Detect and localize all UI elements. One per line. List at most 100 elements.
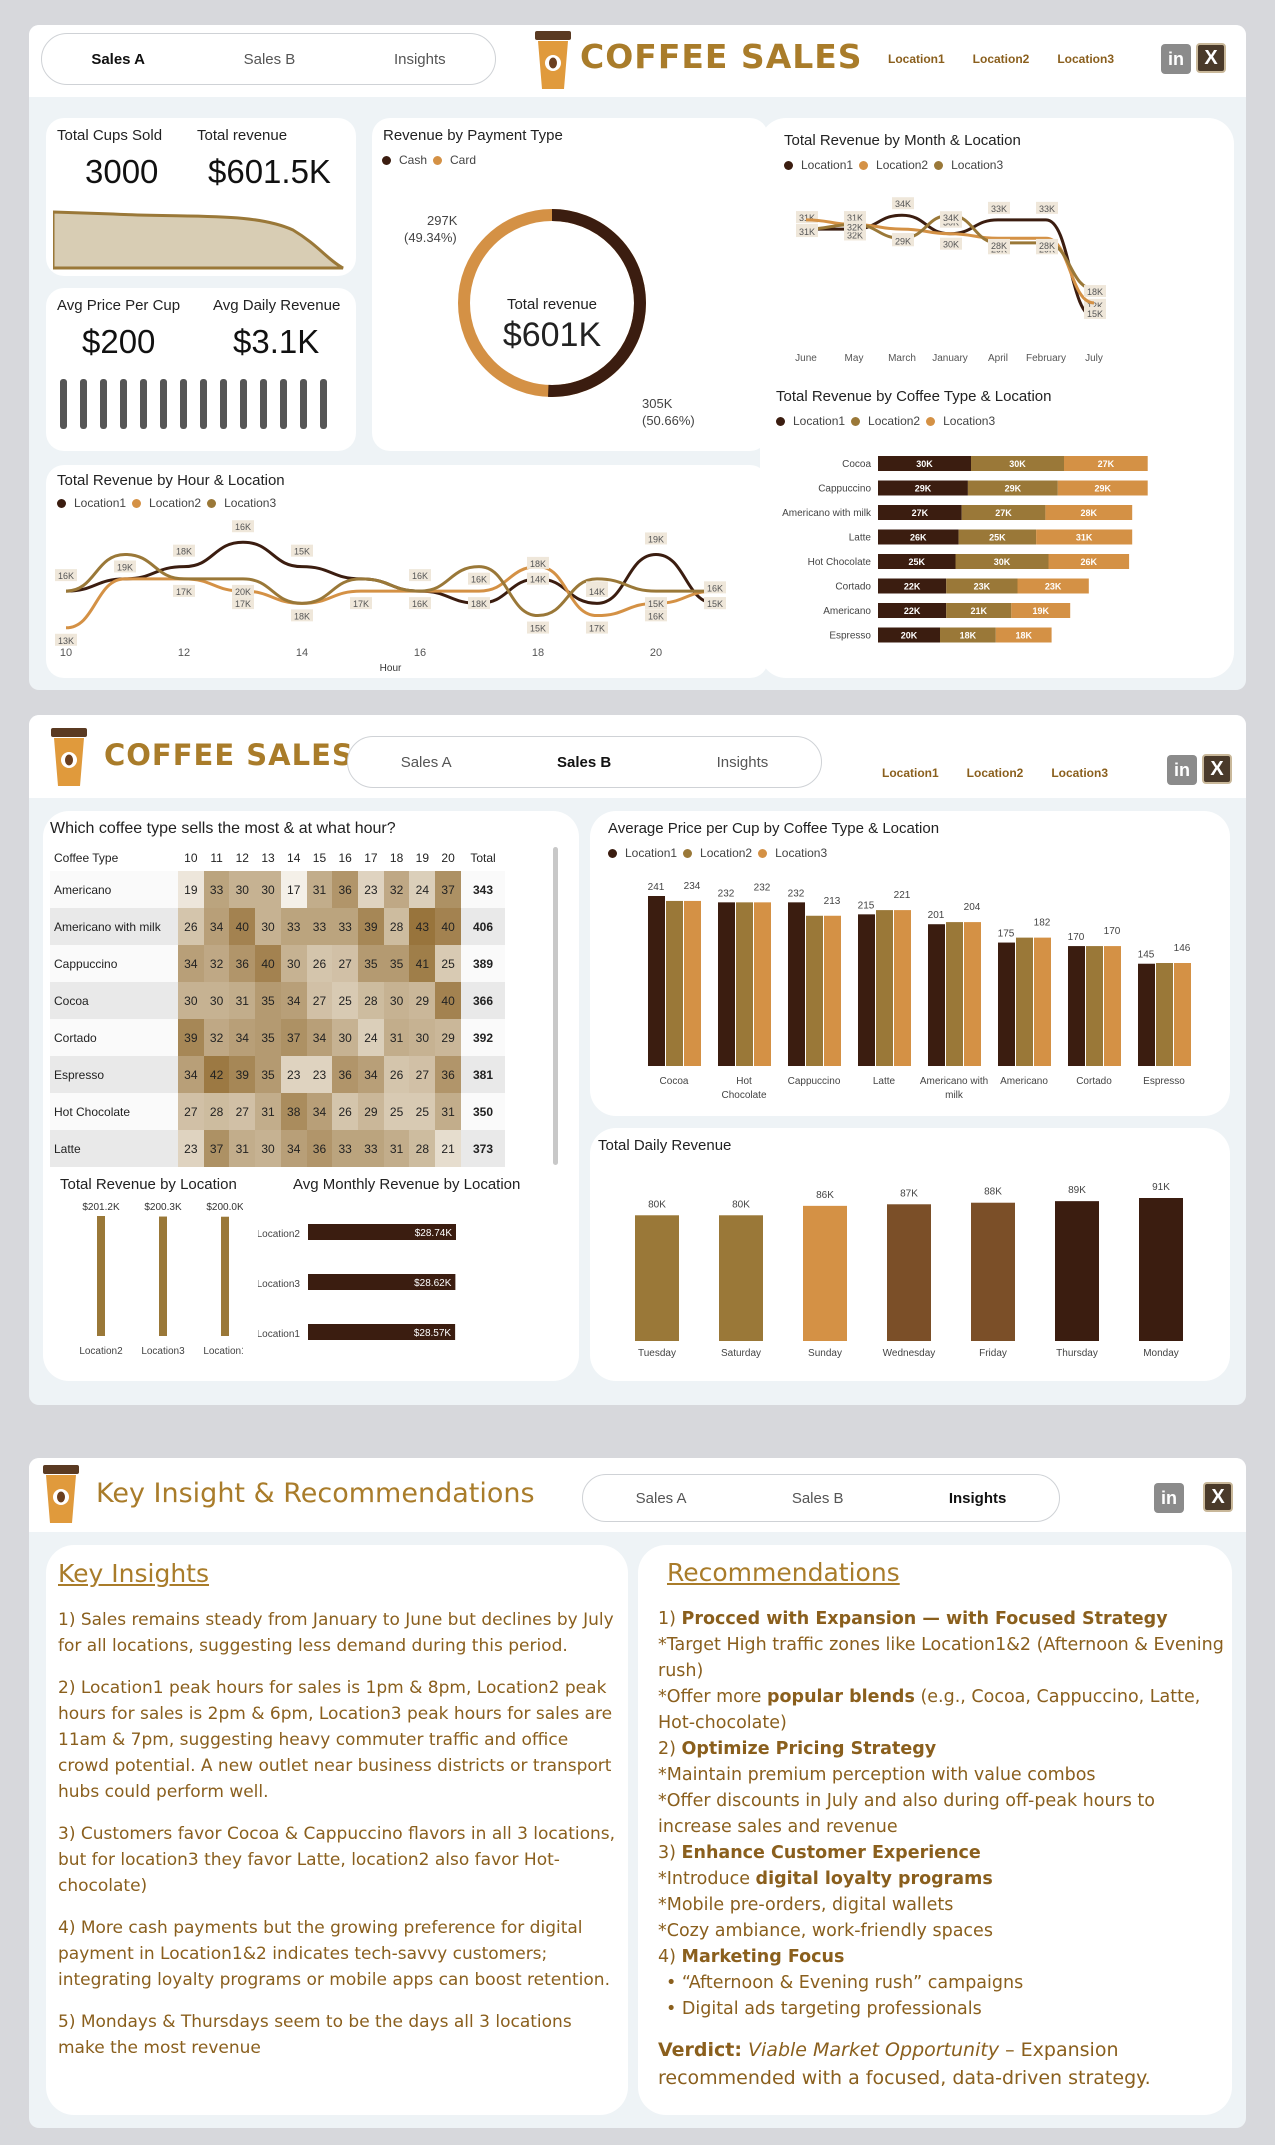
rec-2-a: *Maintain premium perception with value … xyxy=(658,1765,1096,1785)
heatmap-cell: 33 xyxy=(332,1130,359,1167)
location3-filter[interactable]: Location3 xyxy=(1057,52,1115,66)
avg-price-category-label: Latte xyxy=(873,1076,896,1087)
heatmap-header-hour[interactable]: 12 xyxy=(235,851,249,865)
heatmap-cell: 23 xyxy=(306,1056,333,1093)
avg-monthly-bar-chart: Location2 $28.74K Location3 $28.62K Location… xyxy=(258,1224,456,1340)
heatmap-cell: 27 xyxy=(409,1056,436,1093)
hour-data-label: 18K xyxy=(530,559,546,569)
avg-price-category-label: Cortado xyxy=(1076,1076,1112,1087)
x-icon[interactable]: X xyxy=(1202,754,1232,784)
month-tick-march: March xyxy=(888,353,916,364)
coffee-cup-icon xyxy=(49,726,89,793)
type-bar-label: 25K xyxy=(989,533,1006,543)
rec-3-heading: 3) Enhance Customer Experience xyxy=(658,1840,1228,1866)
hour-tick-20: 20 xyxy=(650,647,662,659)
type-bar-label: 18K xyxy=(960,631,977,641)
key-insights-list: 1) Sales remains steady from January to … xyxy=(58,1607,623,2077)
legend-dot-loc3 xyxy=(934,160,944,170)
heatmap-header-hour[interactable]: 15 xyxy=(312,851,327,865)
avg-monthly-category-label: Location3 xyxy=(258,1279,300,1290)
avg-price-bar-location1 xyxy=(1068,946,1085,1066)
type-bar-label: 29K xyxy=(1005,484,1022,494)
tab-sales-b[interactable]: Sales B xyxy=(556,753,612,771)
avg-price-bar-location3 xyxy=(1034,937,1051,1066)
heatmap-header-hour[interactable]: 18 xyxy=(389,851,404,865)
type-chart-title: Total Revenue by Coffee Type & Location xyxy=(776,388,1052,405)
rec-2-heading: 2) Optimize Pricing Strategy xyxy=(658,1736,1228,1762)
tab-insights[interactable]: Insights xyxy=(948,1489,1007,1507)
recommendations-list: 1) Procced with Expansion — with Focused… xyxy=(658,1606,1228,2092)
heatmap-cell: 36 xyxy=(332,1056,359,1093)
heatmap-cell: 33 xyxy=(358,1130,384,1167)
location1-filter[interactable]: Location1 xyxy=(888,52,945,66)
tab-sales-a[interactable]: Sales A xyxy=(400,753,452,771)
avg-price-value-label: 175 xyxy=(998,929,1015,940)
type-bar-location1 xyxy=(878,603,947,618)
tab-sales-a[interactable]: Sales A xyxy=(635,1489,687,1507)
daily-category-label: Tuesday xyxy=(638,1348,676,1359)
hour-label-bg xyxy=(114,560,136,573)
heatmap-cell: 32 xyxy=(203,945,230,982)
hour-label-bg xyxy=(232,584,254,597)
rec-3-a-bold: digital loyalty programs xyxy=(755,1869,993,1889)
heatmap-header-hour[interactable]: 19 xyxy=(415,851,429,865)
heatmap-scrollbar[interactable] xyxy=(553,847,558,1165)
heatmap-cell: 30 xyxy=(383,982,410,1019)
revenue-sparkline xyxy=(53,210,344,270)
heatmap-header-hour[interactable]: 11 xyxy=(210,851,223,865)
nav-pill: Sales A Sales B Insights xyxy=(582,1474,1060,1522)
x-icon[interactable]: X xyxy=(1196,43,1226,73)
linkedin-icon[interactable]: in xyxy=(1167,755,1197,785)
type-bar-location1 xyxy=(878,529,959,545)
hour-data-label: 16K xyxy=(412,599,428,609)
heatmap-header-hour[interactable]: 10 xyxy=(184,851,198,865)
loc-total-title: Total Revenue by Location xyxy=(60,1176,237,1193)
heatmap-header-hour[interactable]: 14 xyxy=(287,851,301,865)
brand-title: COFFEE SALES xyxy=(104,738,354,772)
heatmap-cell: 27 xyxy=(178,1093,204,1130)
heatmap-cell: 36 xyxy=(435,1056,461,1093)
heatmap-row-total: 350 xyxy=(461,1093,505,1130)
heatmap-row-total: 381 xyxy=(461,1056,505,1093)
heatmap-header-hour[interactable]: 13 xyxy=(261,851,275,865)
hour-label-bg xyxy=(468,597,490,610)
rec-2-number: 2) xyxy=(658,1739,682,1759)
location3-filter[interactable]: Location3 xyxy=(1051,766,1109,780)
heatmap-header-hour[interactable]: 16 xyxy=(338,851,352,865)
daily-bar-monday xyxy=(1139,1198,1183,1341)
month-data-label: 31K xyxy=(847,213,863,223)
linkedin-icon[interactable]: in xyxy=(1161,44,1191,74)
heatmap-cell: 27 xyxy=(306,982,333,1019)
month-line-chart: 31K31K34K30K33K33K12K33K32K31K30K29K29K1… xyxy=(795,197,1106,364)
card-pct-label: (50.66%) xyxy=(642,413,695,428)
heatmap-header-hour[interactable]: 20 xyxy=(441,851,455,865)
x-icon[interactable]: X xyxy=(1203,1482,1233,1512)
avg-price-bar-location2 xyxy=(1156,963,1173,1066)
tab-sales-a[interactable]: Sales A xyxy=(91,50,145,68)
tab-sales-b[interactable]: Sales B xyxy=(791,1489,844,1507)
heatmap-cell: 41 xyxy=(409,945,436,982)
rec-4-heading: 4) Marketing Focus xyxy=(658,1944,1228,1970)
hour-label-bg xyxy=(704,581,726,594)
tab-insights[interactable]: Insights xyxy=(393,50,446,68)
heatmap-cell: 32 xyxy=(203,1019,230,1056)
tab-sales-b[interactable]: Sales B xyxy=(243,50,296,68)
location2-filter[interactable]: Location2 xyxy=(966,766,1024,780)
heatmap-cell: 34 xyxy=(280,1130,307,1167)
heatmap-header-hour[interactable]: 17 xyxy=(364,851,378,865)
location1-filter[interactable]: Location1 xyxy=(882,766,939,780)
linkedin-icon[interactable]: in xyxy=(1154,1483,1184,1513)
tab-insights[interactable]: Insights xyxy=(716,753,769,771)
heatmap-cell: 35 xyxy=(255,1019,281,1056)
key-insights-title: Key Insights xyxy=(58,1559,210,1588)
heatmap-header-total[interactable]: Total xyxy=(470,851,496,865)
type-bar-label: 22K xyxy=(904,582,921,592)
hour-label-bg xyxy=(232,520,254,533)
heatmap-row-total: 389 xyxy=(461,945,505,982)
hour-label-bg xyxy=(350,597,372,610)
recommendations-card: Recommendations 1) Procced with Expansio… xyxy=(638,1545,1232,2115)
location2-filter[interactable]: Location2 xyxy=(972,52,1030,66)
type-bar-label: 25K xyxy=(908,557,925,567)
heatmap-header-coffee-type[interactable]: Coffee Type xyxy=(54,851,119,865)
rec-4-a: • “Afternoon & Evening rush” campaigns xyxy=(666,1973,1024,1993)
